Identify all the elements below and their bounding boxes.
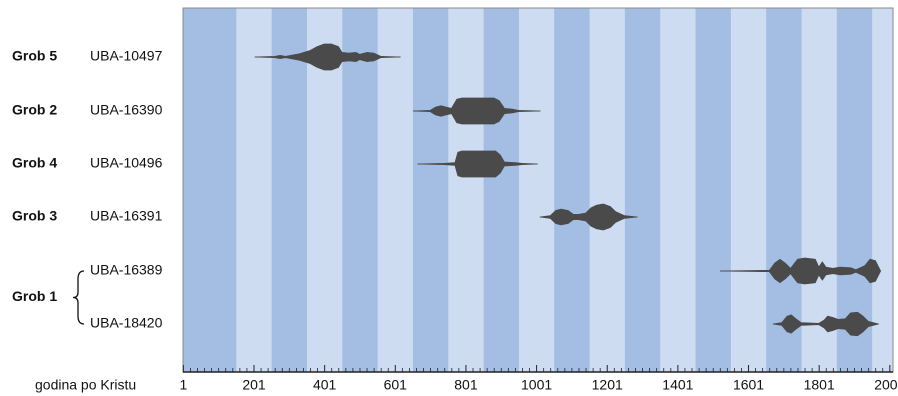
distribution-top (417, 150, 538, 165)
stripe (183, 8, 202, 372)
group-label: Grob 4 (12, 155, 57, 171)
x-tick-label: 1201 (592, 377, 623, 393)
distribution-top (412, 97, 541, 112)
sample-code: UBA-10497 (90, 48, 163, 64)
x-axis-label: godina po Kristu (35, 377, 136, 393)
stripe (766, 8, 802, 372)
distribution-bottom (254, 56, 401, 71)
brace (72, 270, 85, 325)
stripe (342, 8, 378, 372)
group-label: Grob 5 (12, 48, 57, 64)
distribution-top (539, 203, 638, 218)
distribution-bottom (772, 323, 879, 337)
group-label: Grob 1 (12, 288, 57, 304)
x-tick-label: 401 (313, 377, 337, 393)
group-label: Grob 3 (12, 208, 57, 224)
stripe (271, 8, 307, 372)
x-tick-label: 1601 (733, 377, 764, 393)
sample-code: UBA-10496 (90, 155, 163, 171)
distribution-bottom (719, 270, 882, 285)
stripe (836, 8, 873, 372)
stripe (483, 8, 519, 372)
plot-area: 1201401601801100112011401160118012001Gro… (12, 7, 898, 393)
sample-code: UBA-16389 (90, 262, 163, 278)
stripe (554, 8, 590, 372)
sample-code: UBA-16390 (90, 102, 163, 118)
x-tick-label: 201 (242, 377, 266, 393)
x-tick-label: 1801 (804, 377, 835, 393)
group-label: Grob 2 (12, 102, 57, 118)
distribution-bottom (412, 110, 541, 125)
x-tick-label: 1401 (662, 377, 693, 393)
stripe (624, 8, 661, 372)
x-tick-label: 601 (384, 377, 408, 393)
x-tick-label: 801 (454, 377, 478, 393)
distribution-top (254, 43, 401, 58)
distribution-top (772, 311, 879, 325)
distribution-bottom (539, 216, 638, 231)
distribution-top (719, 257, 882, 272)
x-tick-label: 1001 (521, 377, 552, 393)
stripe (201, 8, 237, 372)
sample-code: UBA-18420 (90, 315, 163, 331)
stripe (695, 8, 731, 372)
sample-code: UBA-16391 (90, 208, 163, 224)
x-tick-label: 2001 (874, 377, 898, 393)
x-tick-label: 1 (179, 377, 187, 393)
stripe (412, 8, 449, 372)
distribution-bottom (417, 163, 538, 178)
